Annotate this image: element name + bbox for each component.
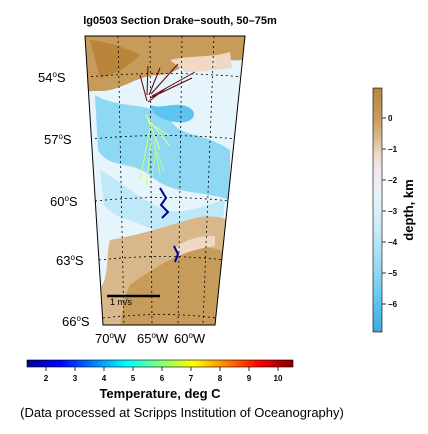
cold-vectors — [159, 187, 180, 263]
depth-tick-label: 0 — [388, 114, 393, 123]
deep-basin-north — [95, 95, 230, 200]
temperature-tick-label: 8 — [218, 374, 223, 383]
credit-text: (Data processed at Scripps Institution o… — [20, 405, 344, 420]
latitude-labels: 54oS 57oS 60oS 63oS 66oS — [38, 70, 90, 329]
depth-colorbar-bar — [372, 87, 383, 333]
temperature-tick-label: 9 — [247, 374, 252, 383]
temperature-tick-label: 7 — [189, 374, 194, 383]
temperature-tick-label: 3 — [73, 374, 78, 383]
temperature-tick-label: 5 — [131, 374, 136, 383]
scale-label: 1 m/s — [110, 297, 133, 307]
temperature-colorbar-title: Temperature, deg C — [99, 386, 221, 401]
lat-label-57: 57oS — [44, 132, 72, 147]
antarctic-peninsula — [120, 247, 230, 325]
temperature-colorbar-bar — [26, 359, 294, 368]
graticule — [85, 36, 244, 325]
temperature-tick-label: 10 — [274, 374, 283, 383]
depth-colorbar-title: depth, km — [401, 179, 416, 240]
depth-tick-label: −3 — [388, 207, 398, 216]
depth-tick-label: −2 — [388, 176, 398, 185]
lon-label-60: 60oW — [174, 331, 206, 346]
temperature-colorbar-ticks: 2 3 4 5 6 7 8 9 10 — [44, 367, 283, 383]
longitude-labels: 70oW 65oW 60oW — [95, 331, 206, 346]
map-panel: 1 m/s — [85, 36, 245, 325]
tierra-del-fuego — [90, 40, 140, 78]
lat-label-63: 63oS — [56, 253, 84, 268]
depth-colorbar-ticks: 0 −1 −2 −3 −4 −5 −6 — [382, 114, 398, 309]
lon-label-70: 70oW — [95, 331, 127, 346]
temperature-tick-label: 4 — [102, 374, 107, 383]
velocity-vectors — [139, 63, 196, 186]
depth-tick-label: −6 — [388, 300, 398, 309]
depth-tick-label: −5 — [388, 269, 398, 278]
lon-label-65: 65oW — [137, 331, 169, 346]
lat-label-54: 54oS — [38, 70, 66, 85]
map-frame — [84, 35, 246, 326]
temperature-colorbar: 2 3 4 5 6 7 8 9 10 Temperature, deg C — [26, 359, 294, 401]
temperature-tick-label: 6 — [160, 374, 165, 383]
south-shetland-islands — [175, 235, 215, 256]
deep-trench — [150, 104, 195, 123]
burdwood-bank — [170, 52, 232, 72]
lat-label-66: 66oS — [62, 314, 90, 329]
depth-tick-label: −4 — [388, 238, 398, 247]
scale-bar: 1 m/s — [107, 294, 160, 307]
temperature-tick-label: 2 — [44, 374, 49, 383]
depth-tick-label: −1 — [388, 145, 398, 154]
map-title: lg0503 Section Drake−south, 50–75m — [83, 15, 277, 27]
lat-label-60: 60oS — [50, 194, 78, 209]
depth-colorbar: 0 −1 −2 −3 −4 −5 −6 depth, km — [372, 87, 416, 333]
